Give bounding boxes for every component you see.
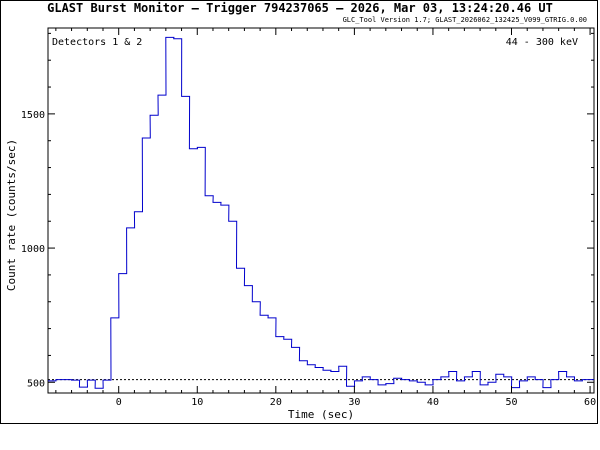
x-tick-label: 50 xyxy=(505,397,517,408)
x-tick-label: 0 xyxy=(116,397,122,408)
window-frame xyxy=(0,0,598,424)
count-rate-series xyxy=(48,36,594,389)
x-tick-label: 40 xyxy=(427,397,439,408)
x-tick-label: 10 xyxy=(191,397,203,408)
y-tick-label: 1500 xyxy=(21,110,45,121)
x-tick-label: 60 xyxy=(584,397,596,408)
y-tick-label: 1000 xyxy=(21,244,45,255)
count-rate-chart: GLAST Burst Monitor – Trigger 794237065 … xyxy=(5,1,596,421)
x-tick-label: 20 xyxy=(270,397,282,408)
y-tick-label: 500 xyxy=(27,378,45,389)
x-tick-label: 30 xyxy=(348,397,360,408)
y-axis-label: Count rate (counts/sec) xyxy=(5,139,18,291)
detectors-label: Detectors 1 & 2 xyxy=(52,37,142,48)
plot-area xyxy=(47,27,595,394)
chart-title: GLAST Burst Monitor – Trigger 794237065 … xyxy=(47,1,553,15)
x-axis-label: Time (sec) xyxy=(288,408,354,421)
energy-range-label: 44 - 300 keV xyxy=(506,37,578,48)
chart-subtitle: GLC_Tool Version 1.7; GLAST_2026062_1324… xyxy=(343,16,587,24)
